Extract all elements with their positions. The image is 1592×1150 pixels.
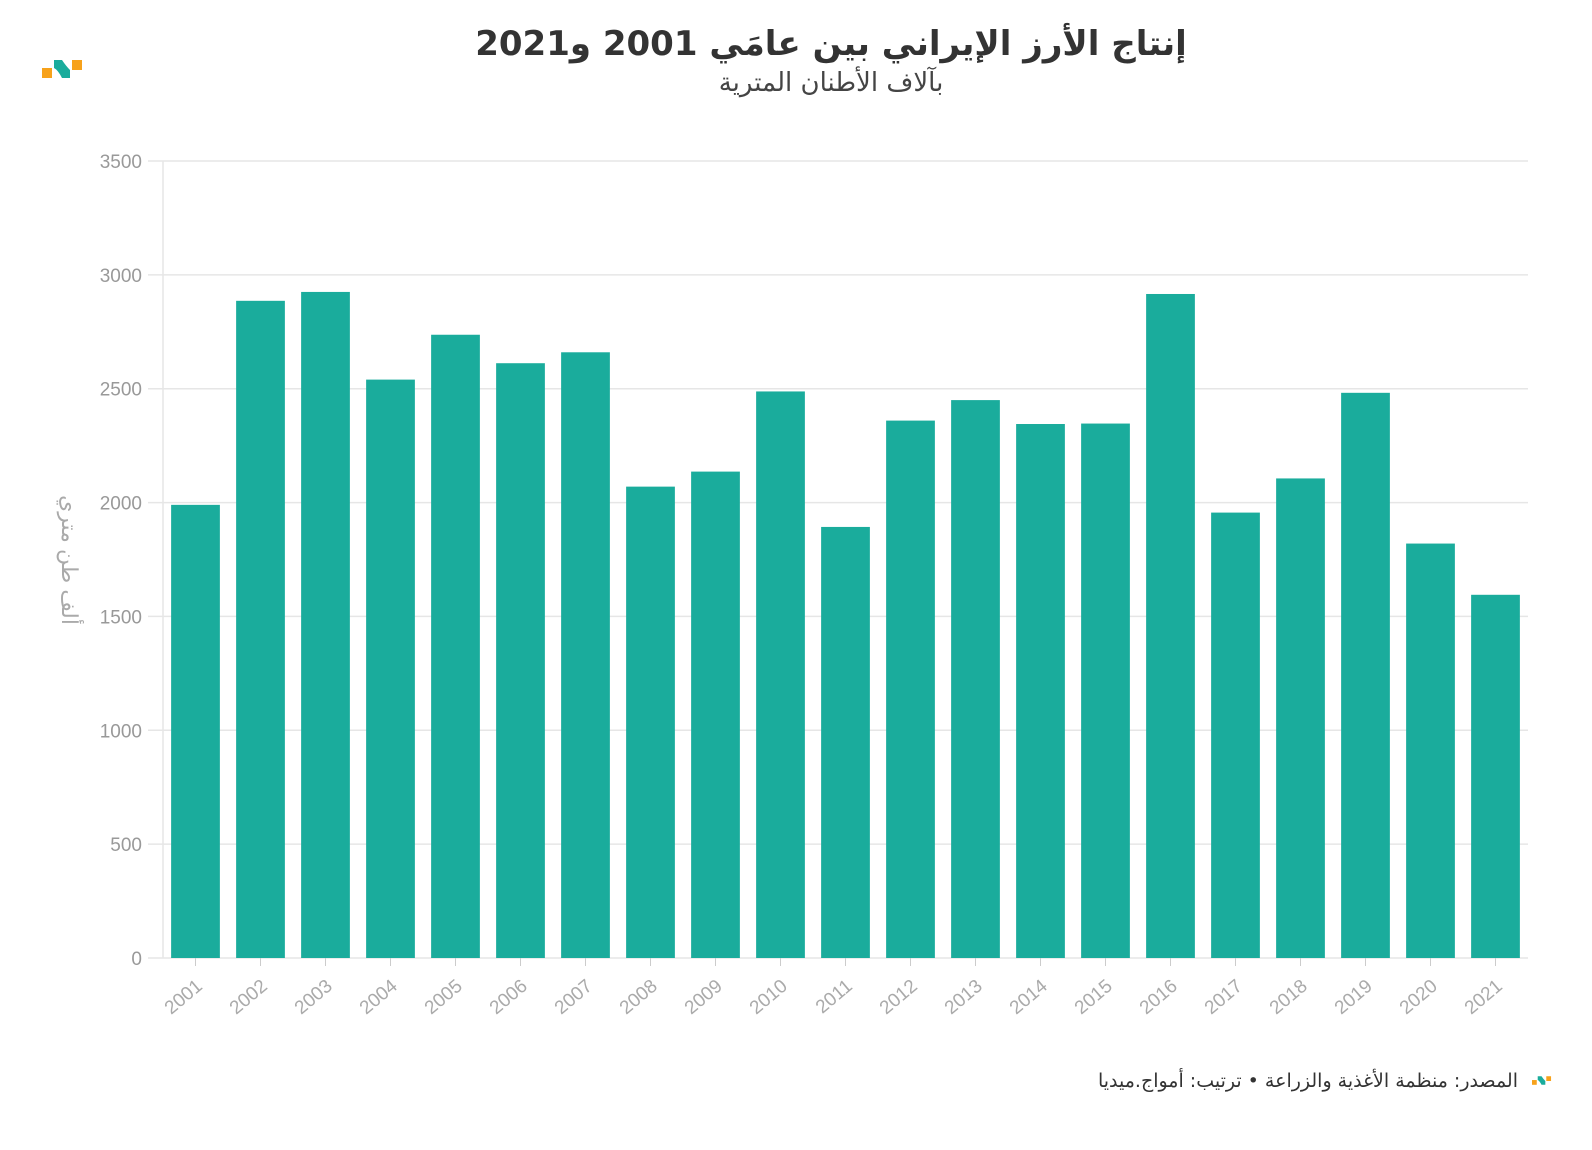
bar [1016,424,1065,958]
bar [691,471,740,958]
y-tick-label: 2000 [100,494,142,515]
bar [626,486,675,958]
y-axis-title: ألف طن متري [56,495,85,625]
bar [821,526,870,958]
x-tick-label: 2020 [1396,976,1442,1019]
x-tick-label: 2003 [291,976,337,1019]
chart-title-block: إنتاج الأرز الإيراني بين عامَي 2001 و202… [0,24,1592,98]
x-tick-label: 2006 [486,976,532,1019]
bar [1276,478,1325,958]
x-tick-label: 2007 [551,976,597,1019]
x-tick-label: 2016 [1136,976,1182,1019]
x-tick-label: 2015 [1071,976,1117,1019]
x-tick-label: 2001 [161,976,207,1019]
x-tick-label: 2010 [746,976,792,1019]
chart-title: إنتاج الأرز الإيراني بين عامَي 2001 و202… [475,24,1187,64]
y-tick-label: 1500 [100,607,142,628]
y-tick-label: 3500 [100,152,142,173]
y-tick-label: 500 [110,835,142,856]
chart-subtitle: بآلاف الأطنان المترية [718,68,944,98]
x-tick-label: 2014 [1006,975,1052,1019]
y-tick-label: 1000 [100,721,142,742]
bar [496,363,545,958]
footer: المصدر: منظمة الأغذية والزراعة • ترتيب: … [1098,1070,1552,1092]
x-tick-label: 2005 [421,976,467,1019]
x-tick-label: 2002 [226,976,272,1019]
x-tick-label: 2009 [681,976,727,1019]
brand-logo-small [1532,1076,1552,1085]
x-tick-label: 2017 [1201,976,1247,1019]
x-tick-label: 2004 [356,975,402,1019]
bar [756,391,805,958]
x-tick-label: 2021 [1461,976,1507,1019]
bar [1081,423,1130,958]
bar [886,420,935,958]
y-tick-label: 3000 [100,266,142,287]
bar [171,504,220,958]
bar [1471,594,1520,958]
y-tick-label: 0 [131,949,142,970]
brand-logo [42,58,84,86]
bar [1406,543,1455,958]
y-tick-label: 2500 [100,380,142,401]
x-tick-label: 2008 [616,976,662,1019]
bar [1146,293,1195,959]
x-tick-label: 2013 [941,976,987,1019]
x-tick-label: 2012 [876,976,922,1019]
bar [366,379,415,958]
bar [951,400,1000,959]
bar [301,291,350,959]
x-tick-label: 2019 [1331,976,1377,1019]
bar [561,352,610,958]
bar [1341,392,1390,959]
x-tick-label: 2011 [812,976,857,1018]
source-text: المصدر: منظمة الأغذية والزراعة • ترتيب: … [1097,1070,1518,1092]
bar [431,334,480,959]
x-tick-label: 2018 [1266,976,1312,1019]
bar-chart: 0 500 1000 1500 2000 2500 3000 3500 2001 2002 2003… [56,152,1528,1019]
bar [236,300,285,959]
bar [1211,512,1260,958]
